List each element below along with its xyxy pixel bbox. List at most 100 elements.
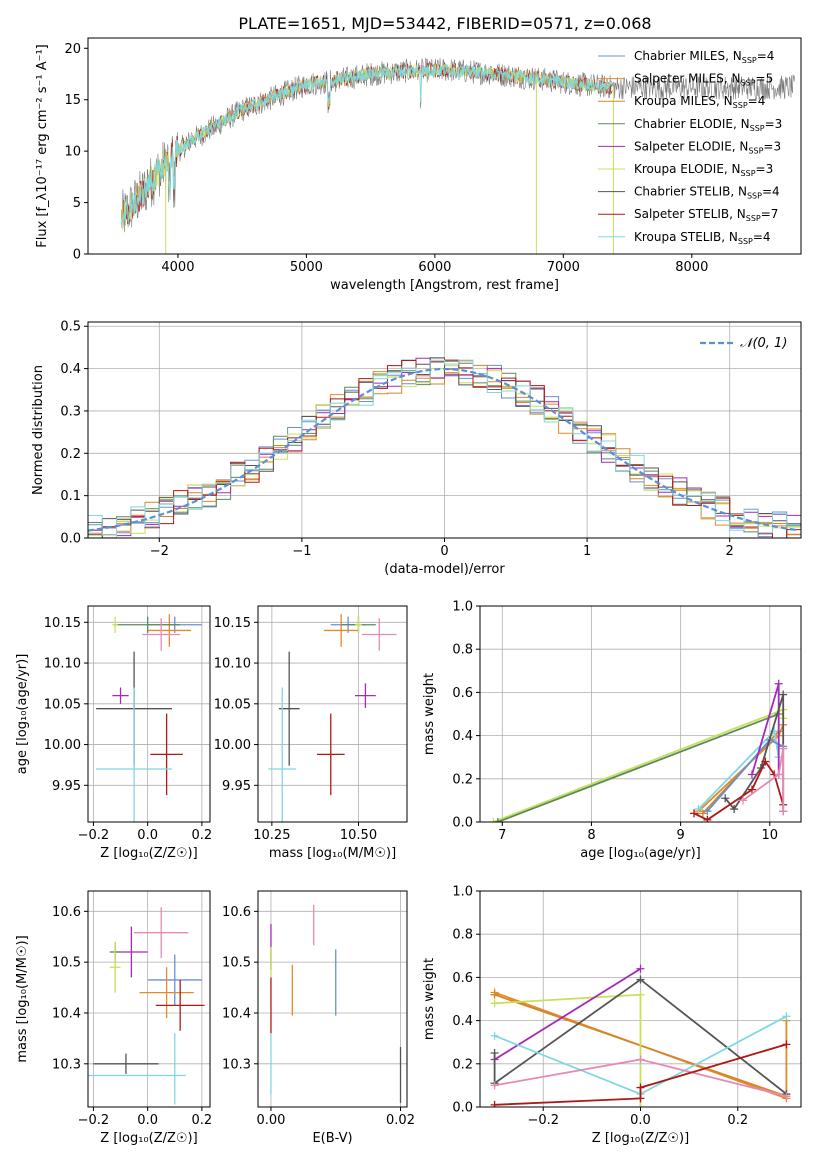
x-tick-label: 10 <box>762 828 779 843</box>
axes-frame <box>87 37 802 255</box>
weight-line <box>494 1043 787 1106</box>
y-tick-label: 0.4 <box>60 362 81 377</box>
mass-vs-ebv-panel: 0.00 0.02 10.3 10.4 10.5 10.6 E(B-V) <box>222 890 415 1146</box>
x-tick-label: −0.2 <box>78 1113 110 1128</box>
legend-entry: Kroupa MILES, NSSP=4 <box>634 94 765 110</box>
legend-entry: Kroupa STELIB, NSSP=4 <box>634 230 771 246</box>
weight-marker <box>636 990 645 999</box>
y-tick-label: 5 <box>73 196 81 211</box>
y-tick-label: 0.5 <box>60 320 81 335</box>
y-tick-label: 0.6 <box>452 686 473 701</box>
weight-marker <box>690 809 698 818</box>
weight-marker <box>490 990 499 999</box>
model-spectrum <box>121 63 613 231</box>
y-tick-label: 9.95 <box>52 779 81 794</box>
x-axis-label: E(B-V) <box>312 1131 352 1146</box>
y-axis-label: Flux [f_λ10⁻¹⁷ erg cm⁻² s⁻¹ A⁻¹] <box>35 44 50 248</box>
y-tick-label: 10.5 <box>222 956 251 971</box>
weight-series <box>489 679 788 822</box>
y-axis-label: age [log₁₀(age/yr)] <box>15 654 30 775</box>
y-tick-label: 10.10 <box>214 657 251 672</box>
x-tick-label: 0 <box>440 544 448 559</box>
axes-frame <box>257 890 408 1108</box>
x-axis-label: (data-model)/error <box>384 562 505 577</box>
x-axis-label: Z [log₁₀(Z/Z☉)] <box>100 1131 197 1146</box>
error-bars <box>88 907 205 1105</box>
y-tick-label: 10.6 <box>222 905 251 920</box>
y-tick-label: 10.10 <box>44 657 81 672</box>
weight-marker <box>698 809 707 818</box>
figure-title: PLATE=1651, MJD=53442, FIBERID=0571, z=0… <box>238 14 651 33</box>
age-vs-mass-panel: 10.25 10.50 9.95 10.00 10.05 10.10 10.15 mass [… <box>214 605 408 861</box>
weight-marker <box>779 744 788 753</box>
axes-frame <box>87 890 211 1108</box>
y-tick-label: 10.05 <box>214 697 251 712</box>
error-bars <box>270 904 402 1103</box>
x-tick-label: 7000 <box>547 260 580 275</box>
x-axis-label: Z [log₁₀(Z/Z☉)] <box>592 1131 689 1146</box>
mass-weight-vs-age-panel: 7 8 9 10 0.0 0.2 0.4 0.6 0.8 1.0 age [log₁₀(age/yr… <box>422 600 802 861</box>
x-tick-label: 2 <box>726 544 734 559</box>
data-point <box>355 683 376 708</box>
data-point <box>112 687 129 704</box>
x-tick-label: −0.2 <box>78 828 110 843</box>
weight-marker <box>490 1049 499 1057</box>
data-point <box>361 618 397 651</box>
legend-entry: Chabrier ELODIE, NSSP=3 <box>634 117 782 133</box>
data-point <box>147 614 192 647</box>
y-tick-label: 0.8 <box>452 928 473 943</box>
weight-marker <box>774 770 783 779</box>
weight-marker <box>761 757 770 766</box>
y-tick-label: 10.6 <box>52 905 81 920</box>
weight-marker <box>493 818 502 822</box>
axes-frame <box>87 321 802 539</box>
legend-entry: Chabrier STELIB, NSSP=4 <box>634 185 780 201</box>
legend-entry: Kroupa ELODIE, NSSP=3 <box>634 162 773 178</box>
y-axis-label: Normed distribution <box>31 365 46 495</box>
y-axis-label: mass weight <box>422 673 437 755</box>
legend-entry: 𝒩(0, 1) <box>740 336 787 351</box>
x-tick-label: 8000 <box>675 260 708 275</box>
normal-curve <box>88 367 799 532</box>
x-tick-label: 7 <box>498 828 506 843</box>
x-tick-label: 0.0 <box>630 1113 651 1128</box>
y-tick-label: 10.15 <box>44 616 81 631</box>
weight-marker <box>782 1012 791 1021</box>
weight-marker <box>774 679 783 688</box>
weight-marker <box>489 818 498 822</box>
y-tick-label: 0.8 <box>452 643 473 658</box>
y-tick-label: 15 <box>64 93 81 108</box>
data-point <box>96 687 173 822</box>
y-tick-label: 0.2 <box>60 447 81 462</box>
x-tick-label: 6000 <box>418 260 451 275</box>
legend-entry: Salpeter MILES, NSSP=5 <box>634 72 773 88</box>
weight-marker <box>490 1081 499 1090</box>
y-axis-label: mass [log₁₀(M/M☉)] <box>15 935 30 1062</box>
x-tick-label: 0.02 <box>386 1113 415 1128</box>
y-tick-label: 1.0 <box>452 600 473 615</box>
weight-marker <box>703 815 712 822</box>
y-tick-label: 10.4 <box>222 1006 251 1021</box>
y-tick-label: 10.05 <box>44 697 81 712</box>
x-tick-label: −2 <box>150 544 169 559</box>
data-point <box>147 954 202 1006</box>
model-spectrum <box>121 64 613 228</box>
y-tick-label: 0.1 <box>60 489 81 504</box>
data-point <box>155 979 205 1031</box>
x-tick-label: 0.2 <box>192 1113 213 1128</box>
y-tick-label: 1.0 <box>452 885 473 900</box>
y-tick-label: 10.00 <box>214 738 251 753</box>
y-tick-label: 0.4 <box>452 1014 473 1029</box>
weight-line <box>742 748 785 812</box>
legend-entry: Salpeter ELODIE, NSSP=3 <box>634 139 781 155</box>
x-axis-label: age [log₁₀(age/yr)] <box>580 846 701 861</box>
error-bars <box>96 614 202 822</box>
x-tick-label: 0.0 <box>137 828 158 843</box>
data-point <box>268 687 297 822</box>
weight-marker <box>779 807 788 816</box>
weight-marker <box>782 1092 791 1101</box>
weight-marker <box>703 807 712 816</box>
x-tick-label: 0.0 <box>137 1113 158 1128</box>
weight-marker <box>490 1031 499 1040</box>
x-tick-label: 5000 <box>290 260 323 275</box>
